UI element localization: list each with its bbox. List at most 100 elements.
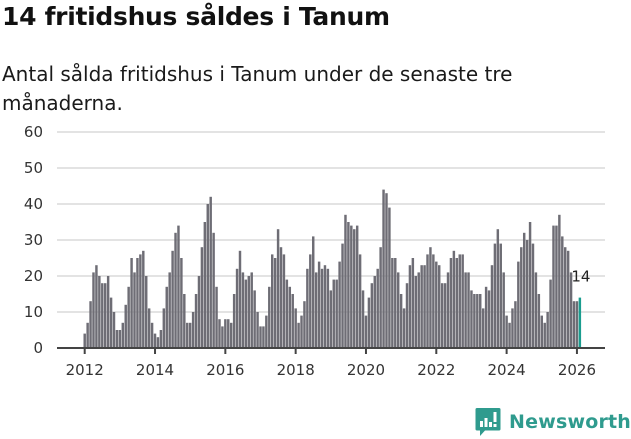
bar	[435, 261, 438, 348]
bar	[522, 232, 526, 348]
bar	[461, 254, 464, 348]
bar	[479, 294, 482, 348]
bar	[446, 272, 450, 348]
bar	[396, 272, 400, 348]
bar	[564, 247, 567, 348]
bar	[370, 283, 374, 348]
bar	[171, 250, 174, 348]
bar	[555, 225, 558, 348]
bar	[86, 322, 89, 348]
bar	[142, 250, 145, 348]
bar	[411, 258, 415, 348]
bar	[200, 247, 204, 348]
bar	[323, 265, 327, 348]
bar	[511, 308, 514, 348]
latest-value-annotation: 14	[571, 268, 590, 286]
x-tick-label: 2012	[66, 361, 104, 379]
bar	[350, 225, 353, 348]
bar	[227, 319, 230, 348]
bar	[235, 268, 239, 348]
x-axis-ticks: 2012 2014 2016 2018 2020 2022 2024 2026	[66, 348, 596, 379]
x-tick-label: 2026	[558, 361, 596, 379]
bar	[364, 315, 368, 348]
bar	[467, 272, 470, 348]
bar	[98, 276, 101, 348]
bar	[250, 272, 253, 348]
bar	[174, 232, 177, 348]
bar	[496, 229, 500, 348]
bar	[443, 283, 447, 348]
bar	[156, 337, 160, 348]
bar	[549, 279, 552, 348]
highlighted-bar	[578, 297, 582, 348]
bar	[153, 333, 157, 348]
x-tick-label: 2018	[277, 361, 315, 379]
bar	[470, 290, 473, 348]
bar	[546, 312, 549, 348]
bar	[373, 276, 376, 348]
bar	[130, 258, 133, 348]
bar	[247, 276, 251, 348]
bar	[241, 272, 245, 348]
bar	[537, 294, 541, 348]
bar	[273, 258, 277, 348]
bar	[186, 322, 189, 348]
bar	[493, 243, 497, 348]
bar	[499, 243, 502, 348]
bar	[291, 294, 294, 348]
bar	[101, 283, 104, 348]
bar	[124, 304, 127, 348]
bar	[83, 333, 86, 348]
bar	[402, 308, 406, 348]
chart-subtitle: Antal sålda fritidshus i Tanum under de …	[2, 62, 513, 115]
bar	[408, 265, 412, 348]
bar	[244, 279, 248, 348]
bar	[358, 254, 362, 348]
y-tick-label: 40	[24, 195, 43, 213]
bar	[265, 315, 268, 348]
bar	[297, 322, 300, 348]
bar	[382, 189, 385, 348]
bar	[399, 294, 403, 348]
bar	[476, 294, 479, 348]
bar	[520, 247, 523, 348]
bar	[303, 301, 306, 348]
bar	[191, 312, 195, 348]
bar	[221, 326, 224, 348]
bar	[256, 312, 259, 348]
bar	[326, 268, 330, 348]
bar	[508, 322, 511, 348]
bar	[159, 330, 163, 348]
bar	[288, 286, 292, 348]
bar	[238, 250, 242, 348]
bar	[361, 290, 365, 348]
bar	[423, 265, 426, 348]
bar	[312, 236, 315, 348]
bar	[487, 290, 491, 348]
bar	[194, 294, 198, 348]
bar	[569, 272, 573, 348]
bar	[449, 258, 453, 348]
bar	[139, 254, 142, 348]
bar	[502, 272, 505, 348]
bar	[473, 294, 476, 348]
bar	[388, 207, 391, 348]
bar	[118, 330, 122, 348]
bar	[335, 279, 338, 348]
bars	[83, 189, 582, 348]
bar	[109, 297, 113, 348]
bar	[420, 265, 423, 348]
bar	[525, 240, 529, 348]
bar	[452, 250, 456, 348]
bar	[528, 222, 532, 348]
bar	[490, 265, 494, 348]
bar	[285, 279, 289, 348]
bar	[115, 330, 119, 348]
bar	[534, 272, 538, 348]
bar	[575, 301, 579, 348]
bar	[95, 265, 98, 348]
bar	[367, 297, 371, 348]
bar	[332, 279, 335, 348]
bar	[294, 308, 297, 348]
